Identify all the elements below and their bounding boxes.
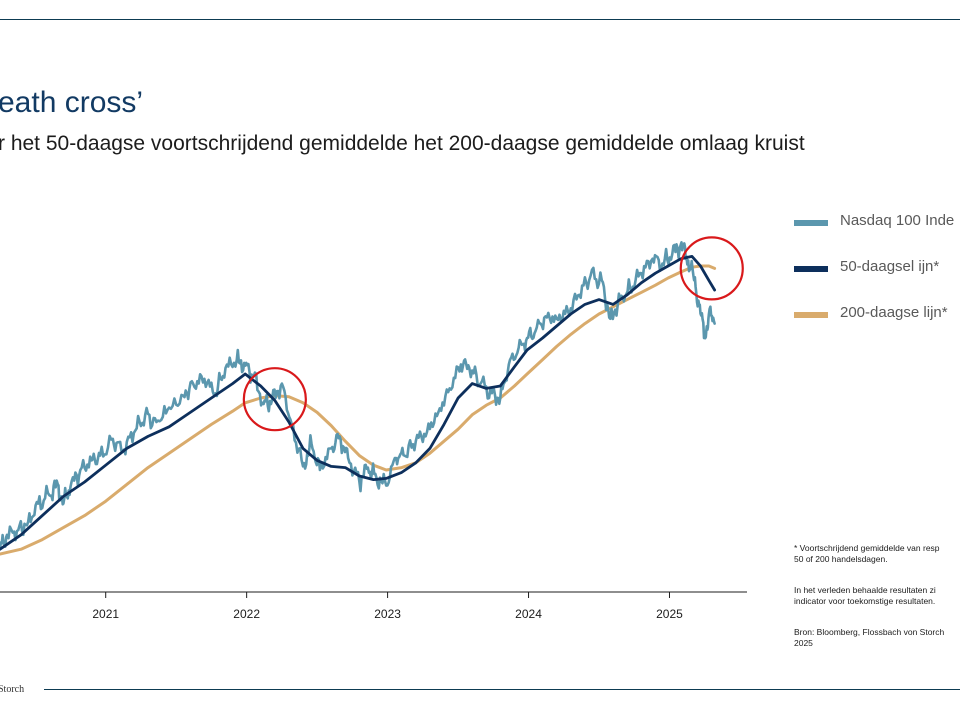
series-line-50-day [0, 254, 716, 551]
series-line-nasdaq [0, 241, 716, 550]
footer-brand: Storch [0, 684, 25, 695]
legend-label-nasdaq: Nasdaq 100 Inde [840, 212, 955, 229]
legend-swatch-50-day [794, 266, 828, 272]
highlight-circle-1 [242, 367, 307, 432]
footnote: * Voortschrijdend gemiddelde van resp 50… [794, 543, 960, 565]
highlight-circle-2 [679, 236, 744, 301]
footnote-line: 50 of 200 handelsdagen. [794, 554, 888, 564]
legend-swatch-nasdaq [794, 220, 828, 226]
footnote-line: * Voortschrijdend gemiddelde van resp [794, 543, 940, 553]
highlight-circles [242, 236, 744, 432]
series-lines [0, 241, 717, 556]
page-title: eath cross’ [0, 86, 144, 119]
series-line-200-day [0, 264, 717, 556]
top-rule [0, 19, 960, 20]
disclaimer-line: indicator voor toekomstige resultaten. [794, 596, 936, 606]
page-subtitle: r het 50-daagse voortschrijdend gemiddel… [0, 132, 805, 155]
x-tick-label-2021: 2021 [92, 607, 119, 621]
x-axis: 2021 2022 2023 2024 2025 [0, 591, 747, 621]
disclaimer-line: In het verleden behaalde resultaten zi [794, 585, 936, 595]
x-tick-label-2023: 2023 [374, 607, 401, 621]
source-line: 2025 [794, 638, 813, 648]
legend-label-50-day: 50-daagsel ijn* [840, 258, 940, 275]
x-tick-label-2025: 2025 [656, 607, 683, 621]
legend-swatch-200-day [794, 312, 828, 318]
x-tick-label-2024: 2024 [515, 607, 542, 621]
source-line: Bron: Bloomberg, Flossbach von Storch [794, 627, 945, 637]
disclaimer: In het verleden behaalde resultaten zi i… [794, 585, 960, 607]
legend-label-200-day: 200-daagse lijn* [840, 304, 948, 321]
source-note: Bron: Bloomberg, Flossbach von Storch 20… [794, 627, 960, 649]
x-tick-label-2022: 2022 [233, 607, 260, 621]
bottom-rule [44, 689, 960, 690]
